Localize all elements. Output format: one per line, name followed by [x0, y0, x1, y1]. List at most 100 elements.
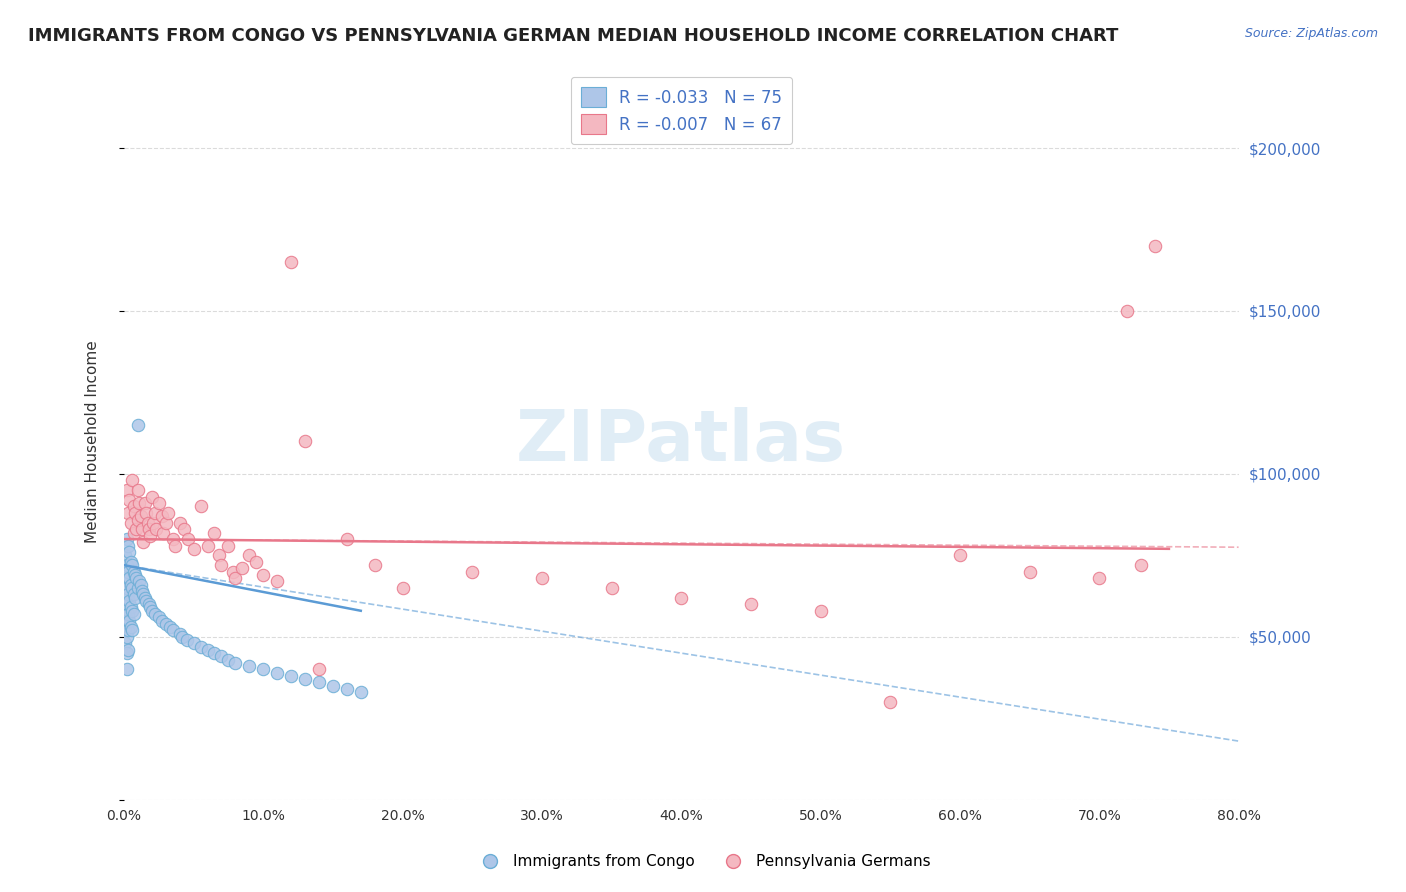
Point: [162, 624, 184, 638]
Point: [114, 591, 136, 605]
Point: [117, 587, 139, 601]
Point: [114, 636, 136, 650]
Point: [124, 591, 146, 605]
Point: [114, 549, 136, 563]
Point: [1143, 239, 1166, 253]
Point: [120, 577, 142, 591]
Point: [208, 549, 231, 563]
Point: [211, 558, 233, 573]
Point: [122, 607, 145, 621]
Point: [125, 522, 148, 536]
Point: [117, 506, 139, 520]
Point: [266, 574, 288, 589]
Point: [121, 474, 143, 488]
Point: [115, 597, 138, 611]
Point: [224, 656, 246, 670]
Point: [135, 506, 157, 520]
Point: [131, 584, 153, 599]
Point: [350, 685, 373, 699]
Point: [217, 539, 239, 553]
Point: [120, 555, 142, 569]
Point: [142, 516, 165, 530]
Point: [169, 626, 191, 640]
Point: [252, 568, 274, 582]
Point: [162, 532, 184, 546]
Point: [115, 483, 138, 498]
Point: [143, 506, 166, 520]
Point: [132, 535, 155, 549]
Point: [120, 600, 142, 615]
Point: [336, 681, 359, 696]
Point: [157, 506, 180, 520]
Point: [391, 581, 413, 595]
Point: [155, 516, 177, 530]
Point: [127, 512, 149, 526]
Y-axis label: Median Household Income: Median Household Income: [86, 340, 100, 542]
Point: [127, 417, 149, 432]
Point: [118, 614, 141, 628]
Point: [114, 614, 136, 628]
Point: [364, 558, 387, 573]
Point: [145, 522, 167, 536]
Point: [148, 610, 170, 624]
Point: [190, 500, 212, 514]
Point: [121, 604, 143, 618]
Point: [204, 525, 226, 540]
Point: [879, 695, 901, 709]
Point: [1018, 565, 1040, 579]
Point: [159, 620, 181, 634]
Point: [115, 558, 138, 573]
Point: [176, 633, 198, 648]
Point: [148, 496, 170, 510]
Point: [217, 652, 239, 666]
Point: [114, 604, 136, 618]
Point: [120, 620, 142, 634]
Point: [197, 643, 219, 657]
Point: [238, 549, 260, 563]
Point: [117, 539, 139, 553]
Point: [152, 525, 174, 540]
Point: [114, 624, 136, 638]
Point: [949, 549, 972, 563]
Point: [122, 587, 145, 601]
Point: [115, 646, 138, 660]
Point: [322, 679, 344, 693]
Point: [141, 604, 163, 618]
Point: [138, 597, 160, 611]
Legend: R = -0.033   N = 75, R = -0.007   N = 67: R = -0.033 N = 75, R = -0.007 N = 67: [571, 77, 792, 145]
Point: [131, 522, 153, 536]
Point: [117, 624, 139, 638]
Point: [1116, 304, 1139, 318]
Point: [134, 591, 156, 605]
Point: [190, 640, 212, 654]
Point: [117, 643, 139, 657]
Point: [280, 669, 302, 683]
Point: [294, 434, 316, 449]
Point: [183, 636, 205, 650]
Point: [238, 659, 260, 673]
Point: [1088, 571, 1111, 585]
Point: [139, 600, 162, 615]
Point: [294, 672, 316, 686]
Point: [118, 571, 141, 585]
Point: [165, 539, 187, 553]
Point: [177, 532, 200, 546]
Point: [128, 496, 150, 510]
Point: [1130, 558, 1153, 573]
Point: [129, 577, 152, 591]
Point: [135, 594, 157, 608]
Point: [132, 587, 155, 601]
Point: [117, 607, 139, 621]
Point: [308, 675, 330, 690]
Point: [118, 594, 141, 608]
Point: [141, 490, 163, 504]
Point: [224, 571, 246, 585]
Legend: Immigrants from Congo, Pennsylvania Germans: Immigrants from Congo, Pennsylvania Germ…: [470, 848, 936, 875]
Text: ZIPatlas: ZIPatlas: [516, 407, 846, 475]
Point: [280, 255, 302, 269]
Point: [155, 616, 177, 631]
Point: [172, 630, 194, 644]
Point: [740, 597, 762, 611]
Point: [231, 561, 253, 575]
Point: [115, 581, 138, 595]
